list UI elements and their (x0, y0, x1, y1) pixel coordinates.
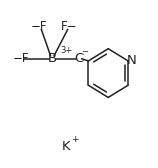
Text: −F: −F (12, 52, 29, 65)
Text: N: N (126, 54, 136, 67)
Text: B: B (48, 52, 57, 65)
Text: C: C (74, 52, 84, 65)
Text: +: + (71, 135, 79, 144)
Text: −: − (82, 47, 88, 56)
Text: −F: −F (31, 20, 48, 33)
Text: F−: F− (61, 20, 78, 33)
Text: K: K (62, 140, 71, 153)
Text: 3+: 3+ (60, 46, 73, 55)
